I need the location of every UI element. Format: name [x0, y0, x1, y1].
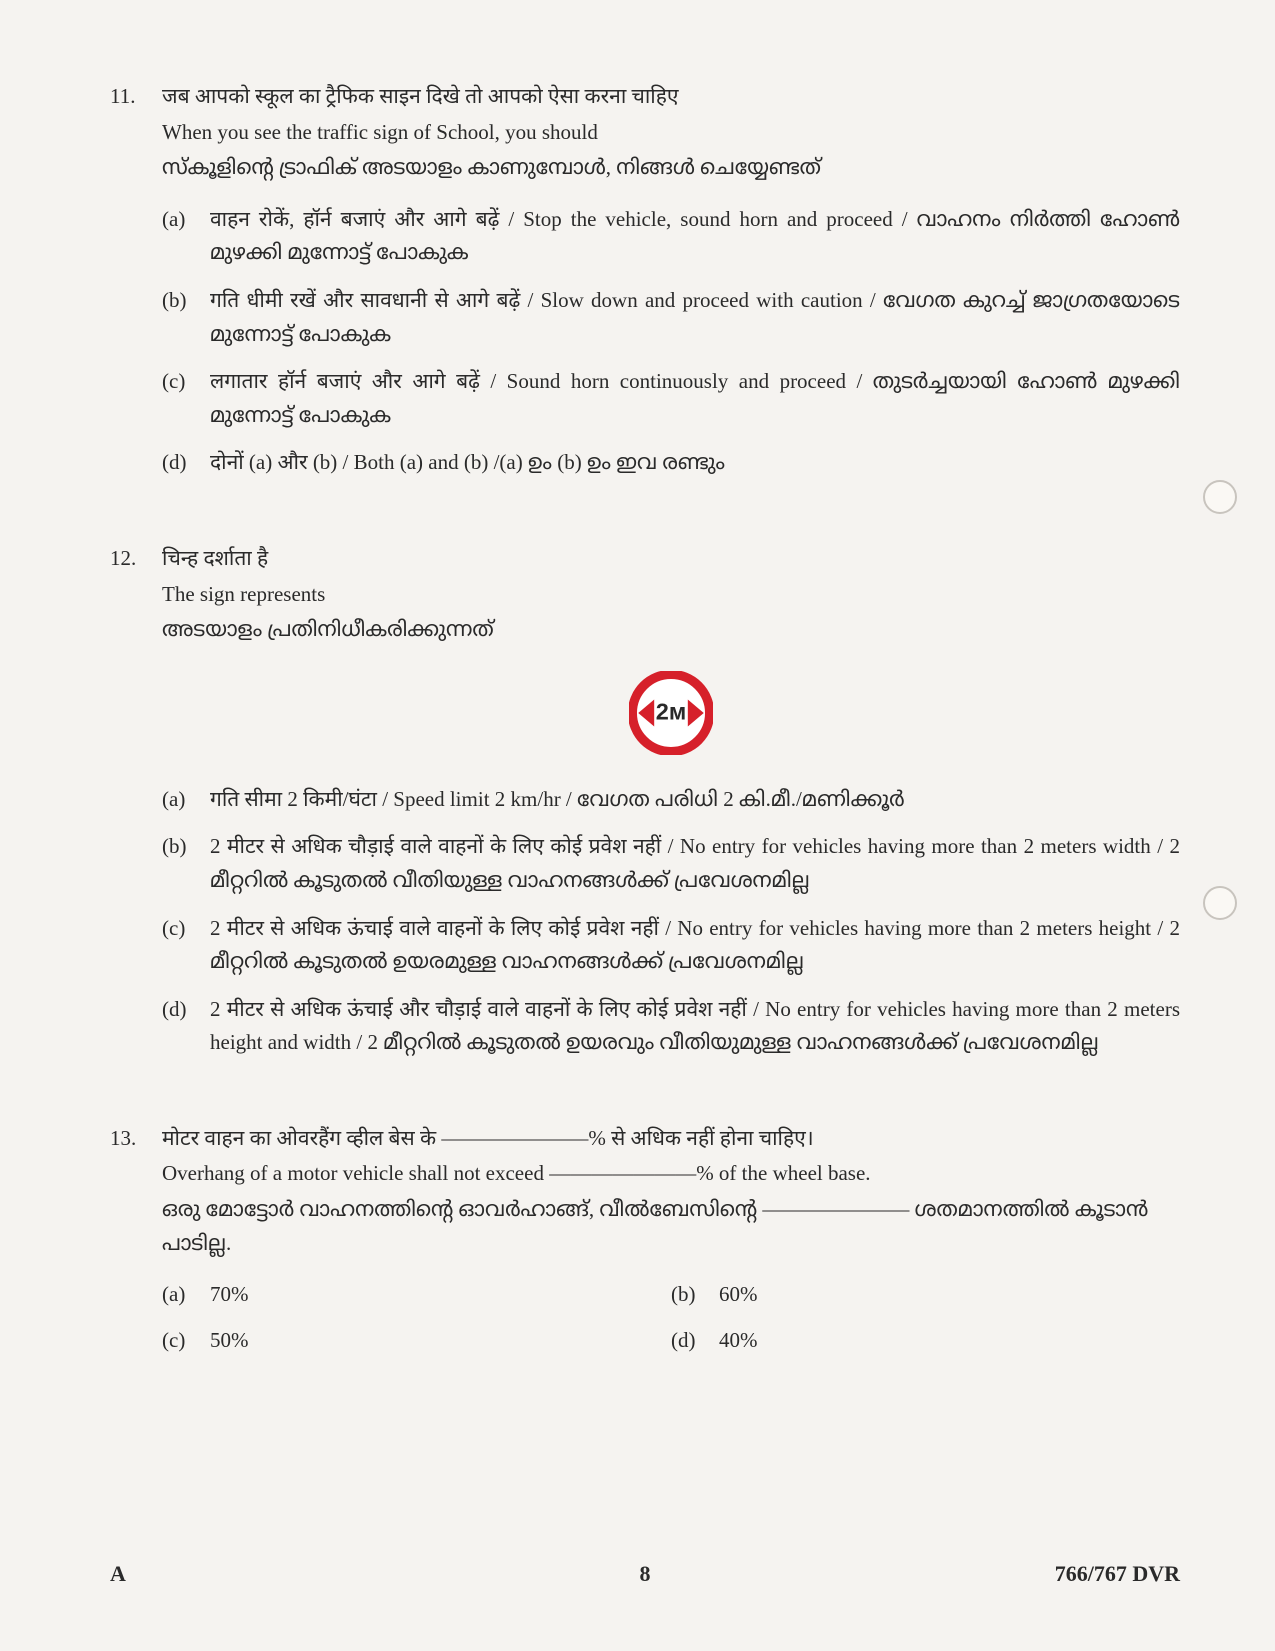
prompt-english: Overhang of a motor vehicle shall not ex… — [162, 1157, 1180, 1191]
question-12: 12. चिन्ह दर्शाता है The sign represents… — [110, 542, 1180, 1074]
option-d[interactable]: (d) 2 मीटर से अधिक ऊंचाई और चौड़ाई वाले … — [162, 993, 1180, 1060]
option-text: गति धीमी रखें और सावधानी से आगे बढ़ें / … — [210, 284, 1180, 351]
question-number: 11. — [110, 80, 162, 494]
option-text: गति सीमा 2 किमी/घंटा / Speed limit 2 km/… — [210, 783, 1180, 817]
option-text: 50% — [210, 1324, 671, 1358]
option-label: (b) — [162, 284, 210, 351]
option-text: 2 मीटर से अधिक चौड़ाई वाले वाहनों के लिए… — [210, 830, 1180, 897]
option-text: 70% — [210, 1278, 671, 1312]
option-label: (c) — [162, 365, 210, 432]
question-number: 12. — [110, 542, 162, 1074]
options-list: (a) गति सीमा 2 किमी/घंटा / Speed limit 2… — [162, 783, 1180, 1060]
option-a[interactable]: (a) 70% — [162, 1278, 671, 1312]
option-text: 2 मीटर से अधिक ऊंचाई वाले वाहनों के लिए … — [210, 912, 1180, 979]
option-label: (b) — [671, 1278, 719, 1312]
option-c[interactable]: (c) लगातार हॉर्न बजाएं और आगे बढ़ें / So… — [162, 365, 1180, 432]
prompt-hindi: जब आपको स्कूल का ट्रैफिक साइन दिखे तो आप… — [162, 80, 1180, 114]
prompt-hindi: मोटर वाहन का ओवरहैंग व्हील बेस के ——————… — [162, 1122, 1180, 1156]
question-body: जब आपको स्कूल का ट्रैफिक साइन दिखे तो आप… — [162, 80, 1180, 494]
prompt-malayalam: അടയാളം പ്രതിനിധീകരിക്കുന്നത് — [162, 613, 1180, 647]
punch-hole-icon — [1203, 886, 1237, 920]
prompt-english: The sign represents — [162, 578, 1180, 612]
footer-series: A — [110, 1556, 126, 1591]
option-text: 60% — [719, 1278, 1180, 1312]
question-prompt: जब आपको स्कूल का ट्रैफिक साइन दिखे तो आप… — [162, 80, 1180, 185]
option-label: (d) — [162, 446, 210, 480]
option-b[interactable]: (b) 2 मीटर से अधिक चौड़ाई वाले वाहनों के… — [162, 830, 1180, 897]
question-body: मोटर वाहन का ओवरहैंग व्हील बेस के ——————… — [162, 1122, 1180, 1358]
question-13: 13. मोटर वाहन का ओवरहैंग व्हील बेस के ——… — [110, 1122, 1180, 1358]
option-label: (d) — [671, 1324, 719, 1358]
option-label: (a) — [162, 203, 210, 270]
option-label: (a) — [162, 783, 210, 817]
option-text: दोनों (a) और (b) / Both (a) and (b) /(a)… — [210, 446, 1180, 480]
punch-hole-icon — [1203, 480, 1237, 514]
question-number: 13. — [110, 1122, 162, 1358]
option-d[interactable]: (d) दोनों (a) और (b) / Both (a) and (b) … — [162, 446, 1180, 480]
prompt-english: When you see the traffic sign of School,… — [162, 116, 1180, 150]
question-prompt: मोटर वाहन का ओवरहैंग व्हील बेस के ——————… — [162, 1122, 1180, 1260]
option-label: (a) — [162, 1278, 210, 1312]
options-grid: (a) 70% (b) 60% (c) 50% (d) 40% — [162, 1278, 1180, 1357]
option-d[interactable]: (d) 40% — [671, 1324, 1180, 1358]
width-limit-sign-icon: 2м — [629, 671, 713, 755]
option-c[interactable]: (c) 50% — [162, 1324, 671, 1358]
option-label: (c) — [162, 912, 210, 979]
option-a[interactable]: (a) वाहन रोकें, हॉर्न बजाएं और आगे बढ़ें… — [162, 203, 1180, 270]
option-label: (c) — [162, 1324, 210, 1358]
option-text: 2 मीटर से अधिक ऊंचाई और चौड़ाई वाले वाहन… — [210, 993, 1180, 1060]
option-c[interactable]: (c) 2 मीटर से अधिक ऊंचाई वाले वाहनों के … — [162, 912, 1180, 979]
question-body: चिन्ह दर्शाता है The sign represents അടയ… — [162, 542, 1180, 1074]
footer-page-number: 8 — [640, 1556, 651, 1591]
page-footer: A 8 766/767 DVR — [110, 1556, 1180, 1591]
option-b[interactable]: (b) 60% — [671, 1278, 1180, 1312]
option-text: लगातार हॉर्न बजाएं और आगे बढ़ें / Sound … — [210, 365, 1180, 432]
question-prompt: चिन्ह दर्शाता है The sign represents അടയ… — [162, 542, 1180, 647]
option-a[interactable]: (a) गति सीमा 2 किमी/घंटा / Speed limit 2… — [162, 783, 1180, 817]
option-text: वाहन रोकें, हॉर्न बजाएं और आगे बढ़ें / S… — [210, 203, 1180, 270]
option-b[interactable]: (b) गति धीमी रखें और सावधानी से आगे बढ़े… — [162, 284, 1180, 351]
option-label: (d) — [162, 993, 210, 1060]
traffic-sign-figure: 2м — [162, 671, 1180, 755]
prompt-malayalam: സ്കൂളിന്റെ ട്രാഫിക് അടയാളം കാണുമ്പോൾ, നി… — [162, 151, 1180, 185]
sign-text: 2м — [656, 698, 686, 724]
question-11: 11. जब आपको स्कूल का ट्रैफिक साइन दिखे त… — [110, 80, 1180, 494]
prompt-malayalam: ഒരു മോട്ടോർ വാഹനത്തിന്റെ ഓവർഹാങ്ങ്, വീൽബ… — [162, 1193, 1180, 1260]
option-label: (b) — [162, 830, 210, 897]
prompt-hindi: चिन्ह दर्शाता है — [162, 542, 1180, 576]
footer-paper-code: 766/767 DVR — [1055, 1556, 1180, 1591]
option-text: 40% — [719, 1324, 1180, 1358]
options-list: (a) वाहन रोकें, हॉर्न बजाएं और आगे बढ़ें… — [162, 203, 1180, 480]
